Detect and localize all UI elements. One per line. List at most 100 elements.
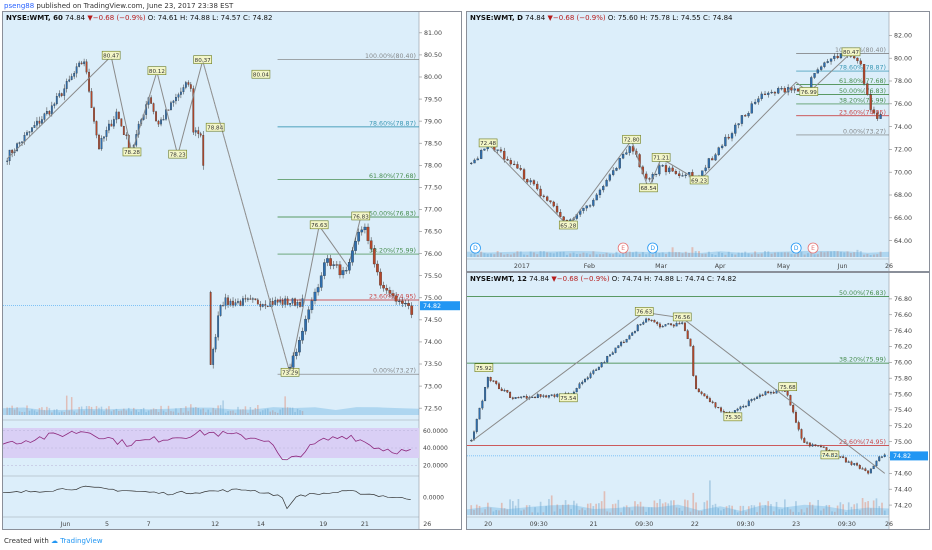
- volume-bar: [879, 251, 882, 257]
- chart-canvas[interactable]: 76.80 76.60 76.40 76.20 76.00 75.80 75.60 75.40…: [467, 273, 929, 529]
- volume-bar: [814, 508, 817, 515]
- pivot-box: [799, 87, 819, 96]
- candle: [167, 109, 170, 111]
- candle: [152, 103, 155, 112]
- volume-bar: [470, 505, 473, 515]
- volume-bar: [296, 408, 299, 415]
- price-change: −0.68 (−0.9%): [552, 14, 606, 22]
- candle: [645, 173, 648, 179]
- candle: [281, 300, 284, 305]
- pivot-text: 76.63: [636, 310, 652, 316]
- volume-bar: [849, 252, 852, 257]
- candle: [856, 463, 859, 466]
- y-tick-label: 76.50: [424, 229, 442, 236]
- candle: [291, 355, 295, 368]
- fib-level-label: 78.60%(78.87): [369, 120, 416, 127]
- tradingview-logo-icon[interactable]: ☁: [51, 537, 59, 545]
- chart-panel-12min[interactable]: NYSE:WMT, 12 74.84 ▼−0.68 (−0.9%) O: 74.…: [466, 272, 930, 530]
- fib-level-label: 61.80%(77.68): [369, 173, 416, 180]
- volume-bar: [130, 411, 133, 415]
- volume-bar: [881, 502, 883, 515]
- volume-bar: [229, 410, 232, 415]
- candle: [310, 300, 314, 310]
- candle: [503, 390, 506, 392]
- volume-bar: [125, 410, 128, 415]
- volume-bar: [567, 504, 570, 515]
- chart-panel-daily[interactable]: NYSE:WMT, D 74.84 ▼−0.68 (−0.9%) O: 75.6…: [466, 11, 930, 272]
- candle: [864, 468, 867, 471]
- tradingview-link[interactable]: TradingView: [60, 537, 103, 545]
- candle: [470, 162, 473, 164]
- candle: [16, 143, 18, 152]
- candle: [6, 160, 9, 162]
- chart-canvas[interactable]: 82.00 80.00 78.00 76.00 74.00 72.00 70.00 68.00…: [467, 12, 929, 271]
- volume-bar: [274, 411, 276, 415]
- candle: [522, 169, 526, 180]
- event-icon-letter: D: [650, 245, 655, 252]
- volume-bar: [545, 505, 547, 515]
- candle: [517, 397, 520, 399]
- volume-bar: [473, 251, 476, 257]
- author-link[interactable]: pseng88: [4, 2, 35, 10]
- fib-level-label: 50.00%(76.83): [369, 210, 416, 217]
- pivot-label: 74.82: [820, 450, 840, 459]
- volume-bar: [609, 512, 611, 515]
- candle: [670, 323, 673, 326]
- fib-level-label: 100.00%(80.40): [835, 47, 886, 54]
- candle: [483, 148, 486, 151]
- candle: [45, 111, 48, 114]
- pivot-box: [351, 211, 371, 221]
- volume-bar: [493, 254, 496, 257]
- volume-bar: [628, 507, 631, 515]
- volume-bar: [267, 408, 269, 415]
- volume-bar: [294, 412, 296, 415]
- volume-bar: [113, 409, 115, 415]
- volume-bar: [813, 254, 816, 257]
- pivot-box: [251, 69, 271, 79]
- volume-bar: [606, 511, 609, 515]
- candle: [559, 212, 562, 217]
- volume-bar: [185, 406, 187, 415]
- volume-bar: [823, 252, 826, 257]
- volume-bar: [160, 405, 162, 415]
- volume-bar: [648, 507, 650, 515]
- high-value: H: 75.78: [640, 14, 670, 22]
- chart-panel-60min[interactable]: NYSE:WMT, 60 74.84 ▼−0.68 (−0.9%) O: 74.…: [2, 11, 462, 530]
- chart-canvas[interactable]: 81.00 80.50 80.00 79.50 79.00 78.50 78.00 77.50…: [3, 12, 461, 529]
- low-value: L: 74.74: [676, 275, 705, 283]
- candle: [294, 351, 298, 357]
- candle: [229, 300, 232, 305]
- candle: [80, 62, 83, 65]
- candle: [539, 188, 542, 197]
- candle: [836, 55, 839, 59]
- volume-bar: [780, 252, 783, 257]
- volume-bar: [767, 501, 770, 515]
- volume-bar: [817, 499, 819, 515]
- volume-bar: [281, 407, 284, 415]
- candle: [83, 61, 85, 65]
- fib-level-label: 61.80%(77.68): [839, 78, 886, 85]
- volume-bar: [581, 508, 584, 515]
- candle: [516, 164, 519, 169]
- candle: [172, 100, 175, 103]
- volume-bar: [602, 254, 605, 257]
- volume-bar: [123, 408, 125, 415]
- candle: [85, 61, 88, 73]
- volume-bar: [529, 251, 532, 257]
- volume-bar: [523, 254, 526, 257]
- volume-bar: [639, 501, 642, 515]
- volume-bar: [579, 253, 582, 257]
- volume-bar: [750, 505, 753, 515]
- volume-bar: [721, 252, 724, 257]
- volume-bar: [692, 492, 695, 515]
- candle: [850, 461, 853, 465]
- candle: [796, 88, 800, 92]
- volume-bar: [764, 251, 767, 257]
- candle: [239, 301, 242, 306]
- candle: [100, 138, 103, 150]
- candle: [242, 298, 244, 306]
- x-tick-label: 09:30: [736, 521, 754, 528]
- candle: [628, 335, 631, 340]
- volume-bar: [23, 411, 26, 415]
- candle: [372, 248, 376, 265]
